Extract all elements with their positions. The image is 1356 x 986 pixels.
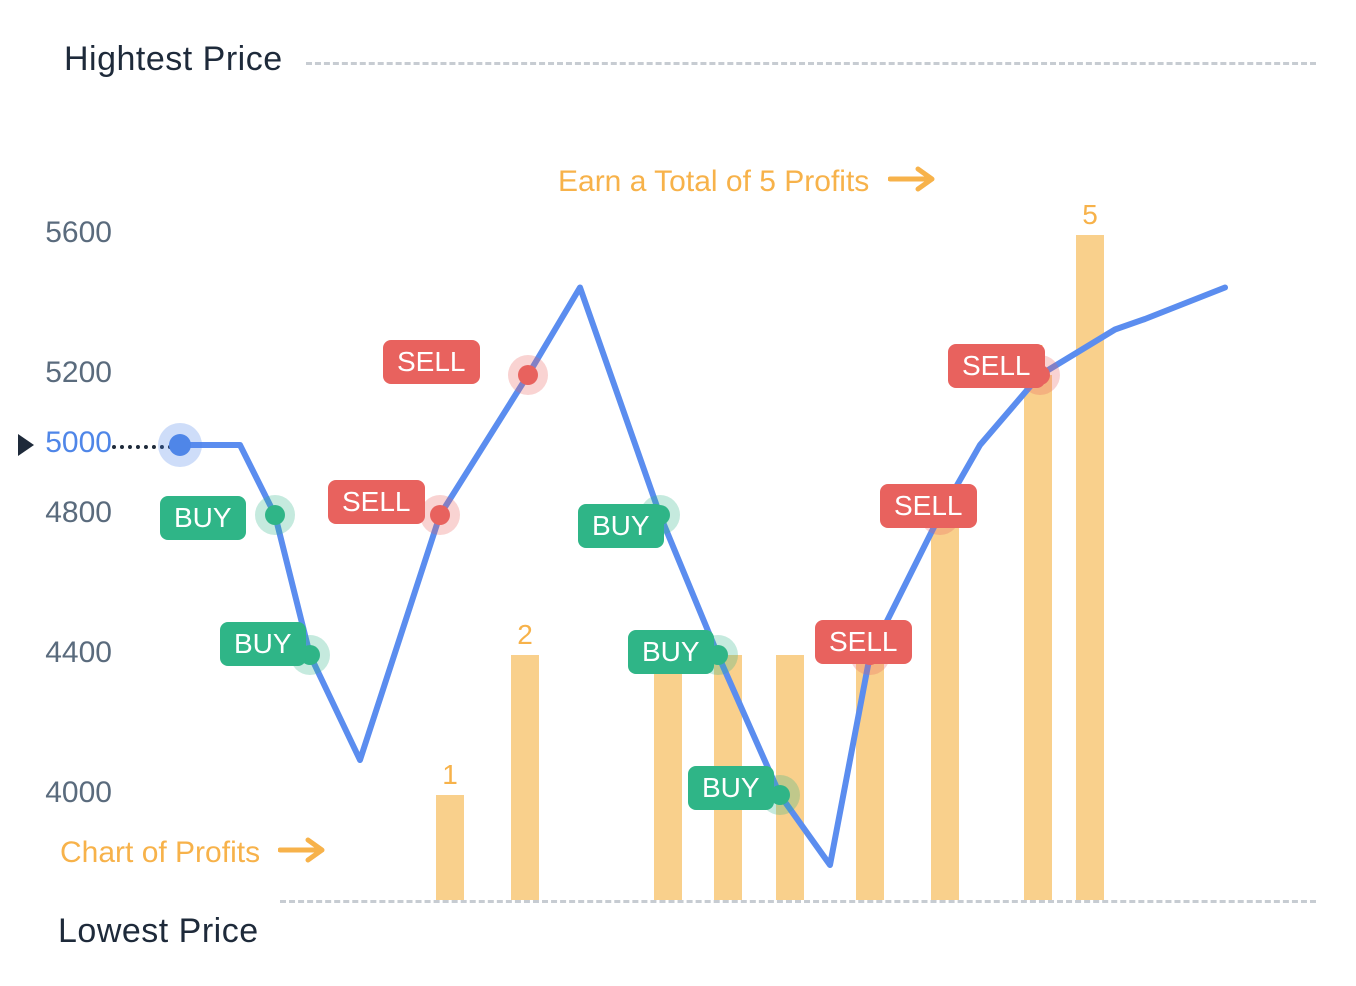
- buy-chip: BUY: [578, 504, 664, 548]
- buy-chip: BUY: [628, 630, 714, 674]
- sell-chip: SELL: [383, 340, 480, 384]
- sell-chip: SELL: [815, 620, 912, 664]
- sell-chip: SELL: [880, 484, 977, 528]
- buy-chip: BUY: [160, 496, 246, 540]
- sell-chip: SELL: [948, 344, 1045, 388]
- chart-stage: Hightest Price Earn a Total of 5 Profits…: [0, 0, 1356, 986]
- lowest-price-line: [280, 900, 1316, 903]
- lowest-price-label: Lowest Price: [58, 912, 259, 951]
- buy-chip: BUY: [688, 766, 774, 810]
- chart-of-profits-text: Chart of Profits: [60, 836, 260, 869]
- arrow-right-icon: [278, 837, 330, 871]
- chart-of-profits-label: Chart of Profits: [60, 836, 330, 871]
- buy-chip: BUY: [220, 622, 306, 666]
- sell-chip: SELL: [328, 480, 425, 524]
